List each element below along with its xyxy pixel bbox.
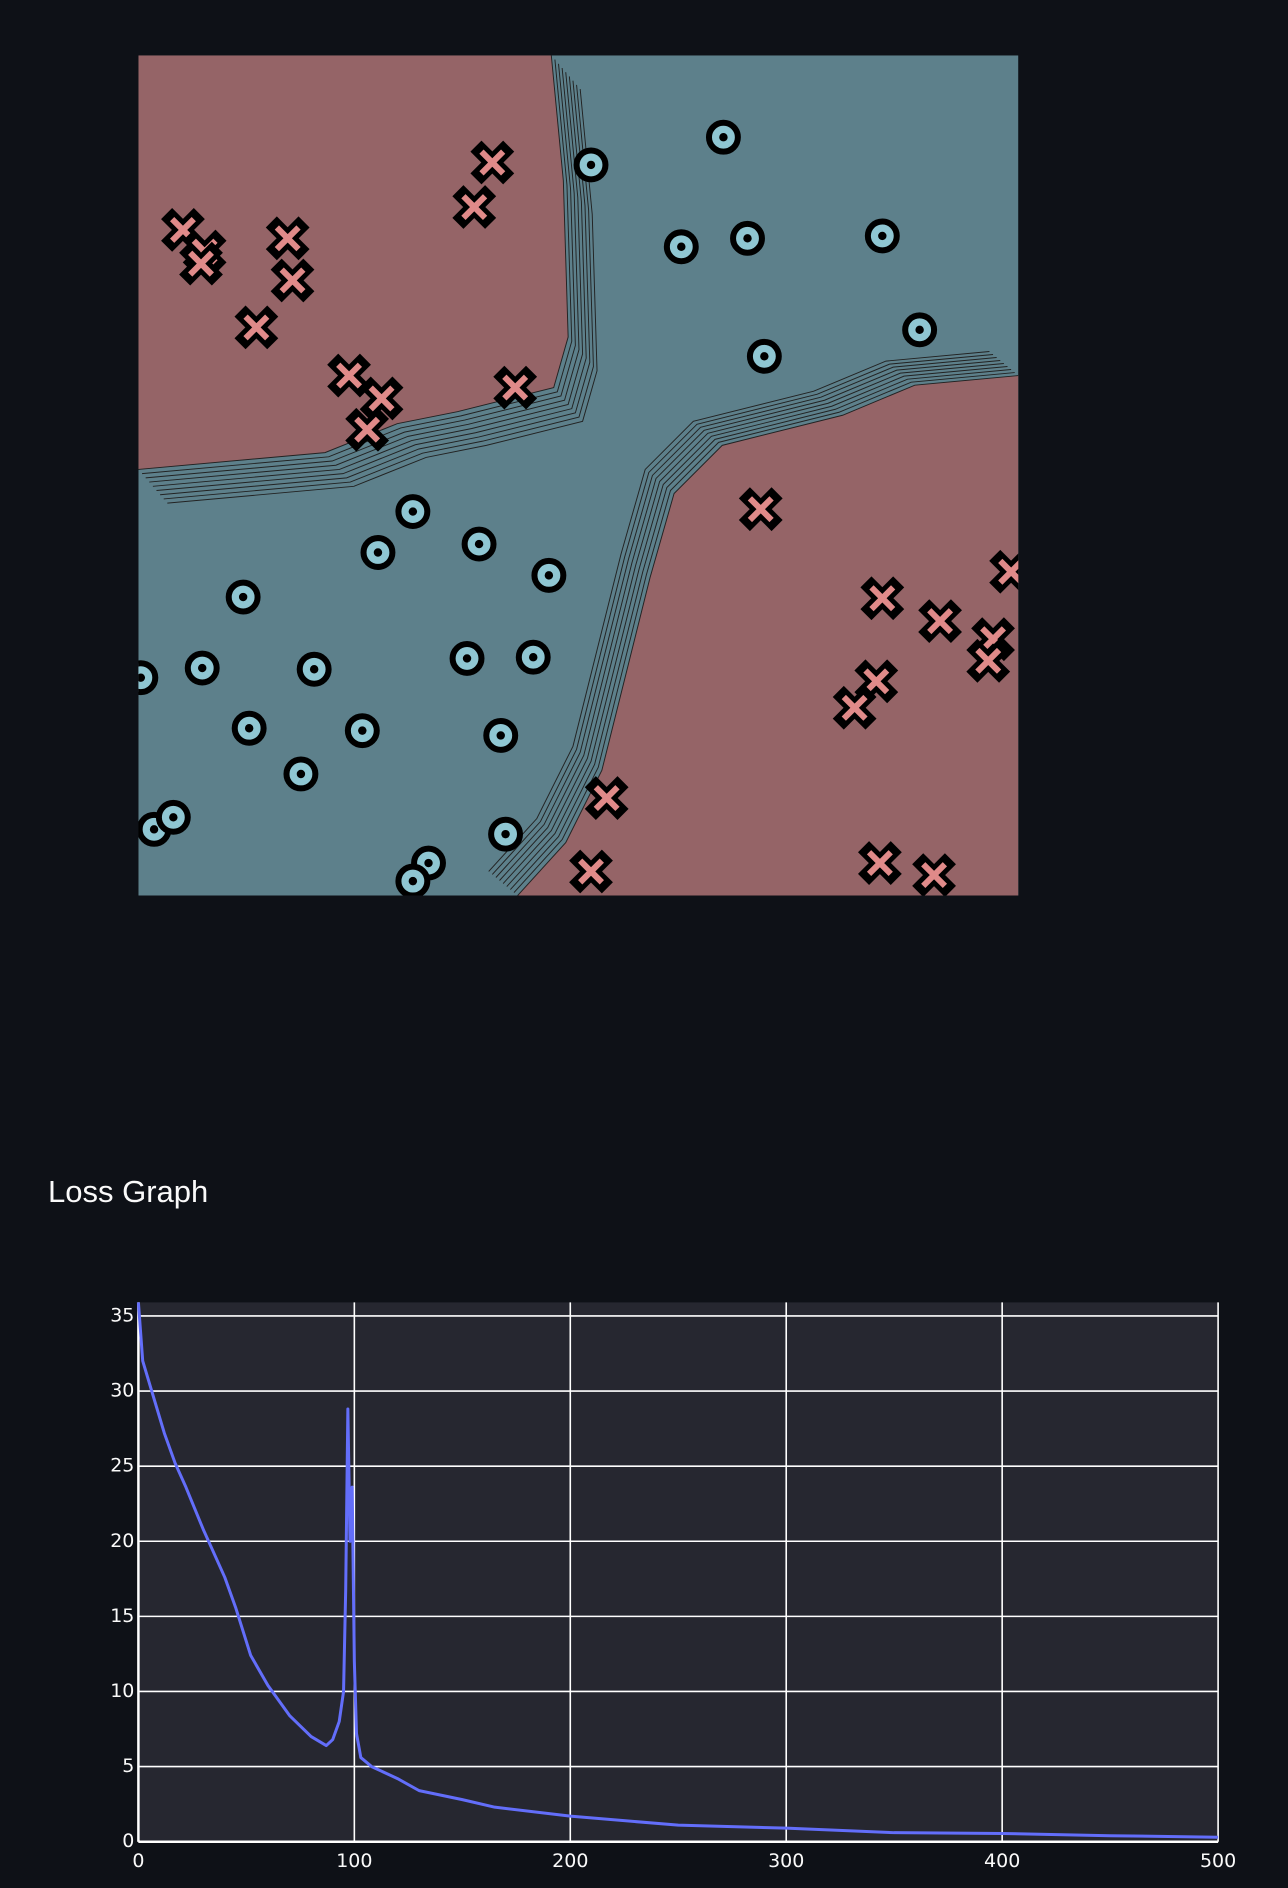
x-tick-label: 300 [768,1850,804,1872]
contour-line [167,89,598,504]
cross-marker [747,496,774,523]
cross-marker [274,225,301,252]
circle-marker-dot [238,592,248,602]
y-tick-label: 5 [122,1755,134,1777]
contour-line [491,354,994,875]
cross-marker [461,194,488,220]
y-tick-label: 20 [110,1530,134,1552]
circle-marker-dot [462,654,472,663]
cross-marker [479,149,506,176]
cross-marker [921,862,948,889]
cross-marker [841,694,868,721]
contour-line [145,63,576,479]
circle-marker-dot [373,548,383,557]
cross-marker [866,850,893,877]
circle-marker-dot [408,876,418,886]
cross-marker [368,385,395,412]
contour-line [160,80,591,496]
y-tick-label: 10 [110,1680,134,1702]
loss-line [136,1302,1219,1839]
cross-marker [188,250,214,277]
plot-area [138,55,1019,896]
circle-marker-dot [169,813,178,822]
contours [138,55,1019,896]
circle-marker-dot [544,571,554,580]
cross-marker [975,647,1002,674]
cross-marker [593,785,620,812]
circle-marker [138,660,159,696]
circle-marker-dot [244,724,254,733]
circle-marker-dot [408,507,418,516]
contour-line [502,363,1004,884]
circle-marker-dot [719,133,728,142]
x-tick-label: 0 [132,1850,144,1872]
circle-marker-dot [677,242,686,251]
circle-marker-dot [743,234,752,243]
contour-line [152,72,584,487]
circle-marker-dot [496,731,505,740]
circle-marker-dot [424,858,433,868]
circle-marker-dot [198,663,207,673]
circle-marker-dot [296,769,306,779]
x-tick-label: 100 [336,1850,372,1872]
y-tick-label: 15 [110,1605,134,1627]
cross-marker [863,668,890,695]
circle-marker-dot [358,726,367,735]
section-title: Loss Graph [48,1174,208,1209]
contour-line [513,372,1015,893]
class-region [138,55,569,470]
cross-marker [869,585,896,612]
cross-marker [998,558,1019,585]
contour-line [495,357,997,878]
circle-marker-dot [878,231,887,241]
cross-marker [927,608,954,635]
y-tick-label: 0 [122,1830,134,1852]
circle-marker-dot [149,825,159,834]
plot-background [138,1302,1219,1842]
circle-marker-dot [474,539,484,549]
cross-marker [354,416,381,443]
contour-line [517,375,1019,896]
y-tick-label: 30 [110,1380,134,1402]
x-tick-label: 200 [552,1850,588,1872]
x-tick-label: 400 [984,1850,1020,1872]
loss-chart: 0 5 10 15 20 25 30 35 0 100 200 300 400 500 [110,1302,1236,1872]
decision-boundary-plot [138,55,1019,896]
cross-marker [578,858,604,885]
contour-line [488,351,990,872]
circle-marker-dot [915,325,924,335]
contour-line [149,67,580,483]
circle-marker-dot [760,352,769,361]
contour-line [163,84,594,500]
circle-marker-dot [501,829,510,839]
class-region [517,375,1019,896]
circle-marker-dot [138,673,146,682]
cross-marker [502,374,529,401]
markers [138,119,1019,896]
x-tick-label: 500 [1200,1850,1236,1872]
contour-line [499,360,1001,881]
cross-marker [336,362,363,389]
contour-line [506,366,1008,887]
circle-marker-dot [586,160,596,170]
cross-marker [279,267,306,294]
cross-marker [243,314,270,341]
circle-marker-dot [529,653,538,662]
y-tick-label: 35 [110,1304,134,1326]
contour-line [156,76,587,491]
contour-line [510,369,1012,890]
y-tick-label: 25 [110,1455,134,1477]
circle-marker-dot [309,665,319,674]
